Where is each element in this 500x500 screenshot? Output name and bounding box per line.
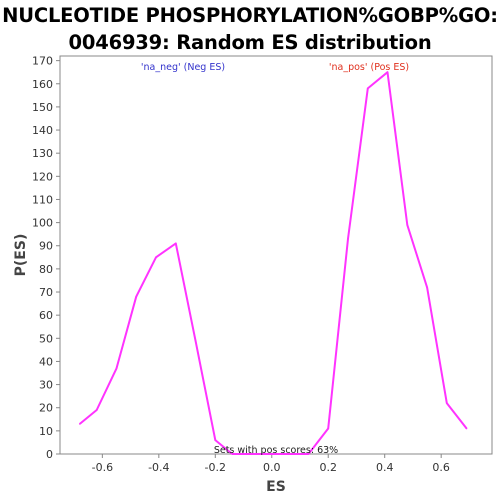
y-tick-label: 150 [32, 101, 53, 114]
y-tick-label: 50 [39, 332, 53, 345]
y-tick-label: 100 [32, 217, 53, 230]
y-tick-label: 0 [46, 448, 53, 461]
y-tick-label: 170 [32, 55, 53, 68]
data-point [78, 423, 81, 425]
data-point [347, 238, 349, 240]
y-axis-ticks: 0 10 20 30 40 50 60 70 80 90 100 110 120 130 140 150 160… [32, 55, 60, 461]
x-tick-label: -0.6 [92, 461, 113, 474]
x-tick-label: 0.6 [432, 461, 450, 474]
y-tick-label: 80 [39, 263, 53, 276]
data-point [406, 224, 409, 226]
data-point [366, 87, 369, 90]
series-layer [78, 71, 468, 455]
data-point [386, 71, 389, 73]
plot-area [59, 55, 493, 455]
x-tick-label: 0.2 [319, 461, 337, 474]
y-tick-label: 130 [32, 147, 53, 160]
x-tick-label: 0.0 [263, 461, 281, 474]
y-tick-label: 60 [39, 309, 53, 322]
chart-title: NUCLEOTIDE PHOSPHORYLATION%GOBP%GO: 0046… [0, 2, 500, 56]
data-point [251, 453, 253, 455]
x-tick-label: 0.4 [376, 461, 394, 474]
y-axis-label: P(ES) [13, 234, 29, 277]
x-tick-label: -0.2 [205, 461, 226, 474]
data-point [214, 439, 217, 441]
data-point [135, 295, 138, 298]
x-axis-label: ES [266, 479, 286, 495]
data-point [174, 242, 177, 245]
y-tick-label: 110 [32, 193, 53, 206]
legend: 'na_neg' (Neg ES) 'na_pos' (Pos ES) [141, 62, 409, 73]
data-point [194, 339, 197, 342]
y-tick-label: 70 [39, 286, 53, 299]
y-tick-label: 40 [39, 355, 53, 368]
data-point [426, 286, 428, 289]
data-point [115, 367, 118, 370]
data-point [155, 256, 157, 259]
data-point [270, 453, 273, 455]
y-tick-label: 90 [39, 240, 53, 253]
legend-entry: 'na_pos' (Pos ES) [329, 62, 409, 73]
y-tick-label: 160 [32, 78, 53, 91]
y-tick-label: 30 [39, 379, 53, 392]
x-axis-ticks: -0.6 -0.4 -0.2 0.0 0.2 0.4 0.6 [92, 454, 450, 474]
x-tick-label: -0.4 [148, 461, 169, 474]
y-tick-label: 10 [39, 425, 53, 438]
data-point [95, 409, 98, 411]
chart-title-line-2: 0046939: Random ES distribution [68, 31, 432, 54]
y-tick-label: 120 [32, 170, 53, 183]
data-point [446, 402, 448, 404]
chart-title-line-1: NUCLEOTIDE PHOSPHORYLATION%GOBP%GO: [2, 4, 498, 27]
legend-entry: 'na_neg' (Neg ES) [141, 62, 225, 73]
y-tick-label: 20 [39, 402, 53, 415]
data-point [290, 453, 293, 455]
data-point [327, 427, 330, 430]
data-point [307, 453, 310, 455]
y-tick-label: 140 [32, 124, 53, 137]
pos-score-annotation: Sets with pos scores: 63% [214, 445, 338, 456]
data-point [231, 453, 234, 455]
data-point [465, 427, 468, 430]
